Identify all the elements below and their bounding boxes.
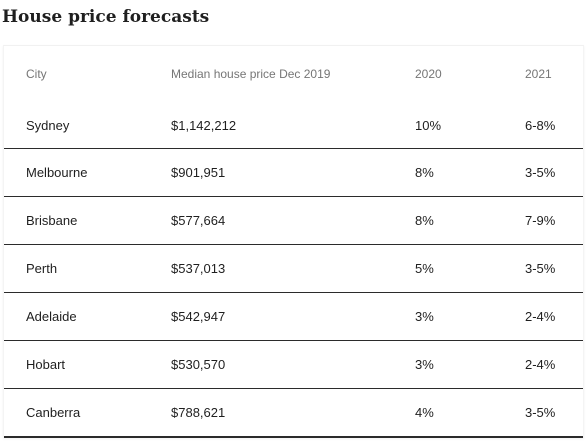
cell-median-price: $542,947 [149,292,393,341]
cell-forecast-2020: 10% [415,117,442,133]
table-row: Brisbane $577,664 8% 7-9% [4,196,583,245]
cell-median-price: $1,142,212 [171,117,237,133]
cell-city: Canberra [4,388,149,438]
cell-forecast-2021: 3-5% [503,148,583,197]
table-row: Adelaide $542,947 3% 2-4% [4,292,583,341]
cell-city: Adelaide [4,292,149,341]
cell-city: Brisbane [4,196,149,245]
cell-forecast-2021: 7-9% [503,196,583,245]
column-header-city: City [26,67,47,81]
cell-city: Perth [4,244,149,293]
cell-city: Hobart [4,340,149,389]
table-row: Melbourne $901,951 8% 3-5% [4,148,583,197]
table-body: Sydney $1,142,212 10% 6-8% Melbourne $901,951… [4,102,583,438]
table-row: Sydney $1,142,212 10% 6-8% [4,102,583,149]
table-row: Perth $537,013 5% 3-5% [4,244,583,293]
cell-city: Sydney [26,117,70,133]
table-header-row: City Median house price Dec 2019 2020 20… [4,46,583,102]
cell-forecast-2021: 3-5% [503,244,583,293]
cell-forecast-2021: 3-5% [503,388,583,438]
column-header-2020: 2020 [415,67,442,81]
forecast-table: City Median house price Dec 2019 2020 20… [4,46,583,438]
cell-forecast-2020: 4% [393,388,503,438]
cell-forecast-2021: 2-4% [503,292,583,341]
column-header-median-price: Median house price Dec 2019 [171,67,331,81]
cell-forecast-2021: 6-8% [525,117,556,133]
cell-city: Melbourne [4,148,149,197]
cell-median-price: $537,013 [149,244,393,293]
forecast-table-container: City Median house price Dec 2019 2020 20… [3,45,584,438]
column-header-2021: 2021 [525,67,552,81]
table-row: Canberra $788,621 4% 3-5% [4,388,583,438]
cell-forecast-2020: 8% [393,196,503,245]
cell-median-price: $788,621 [149,388,393,438]
cell-median-price: $577,664 [149,196,393,245]
page-title: House price forecasts [2,7,210,27]
cell-forecast-2020: 3% [393,292,503,341]
table-row: Hobart $530,570 3% 2-4% [4,340,583,389]
cell-median-price: $901,951 [149,148,393,197]
cell-forecast-2020: 3% [393,340,503,389]
cell-median-price: $530,570 [149,340,393,389]
cell-forecast-2020: 5% [393,244,503,293]
cell-forecast-2021: 2-4% [503,340,583,389]
cell-forecast-2020: 8% [393,148,503,197]
